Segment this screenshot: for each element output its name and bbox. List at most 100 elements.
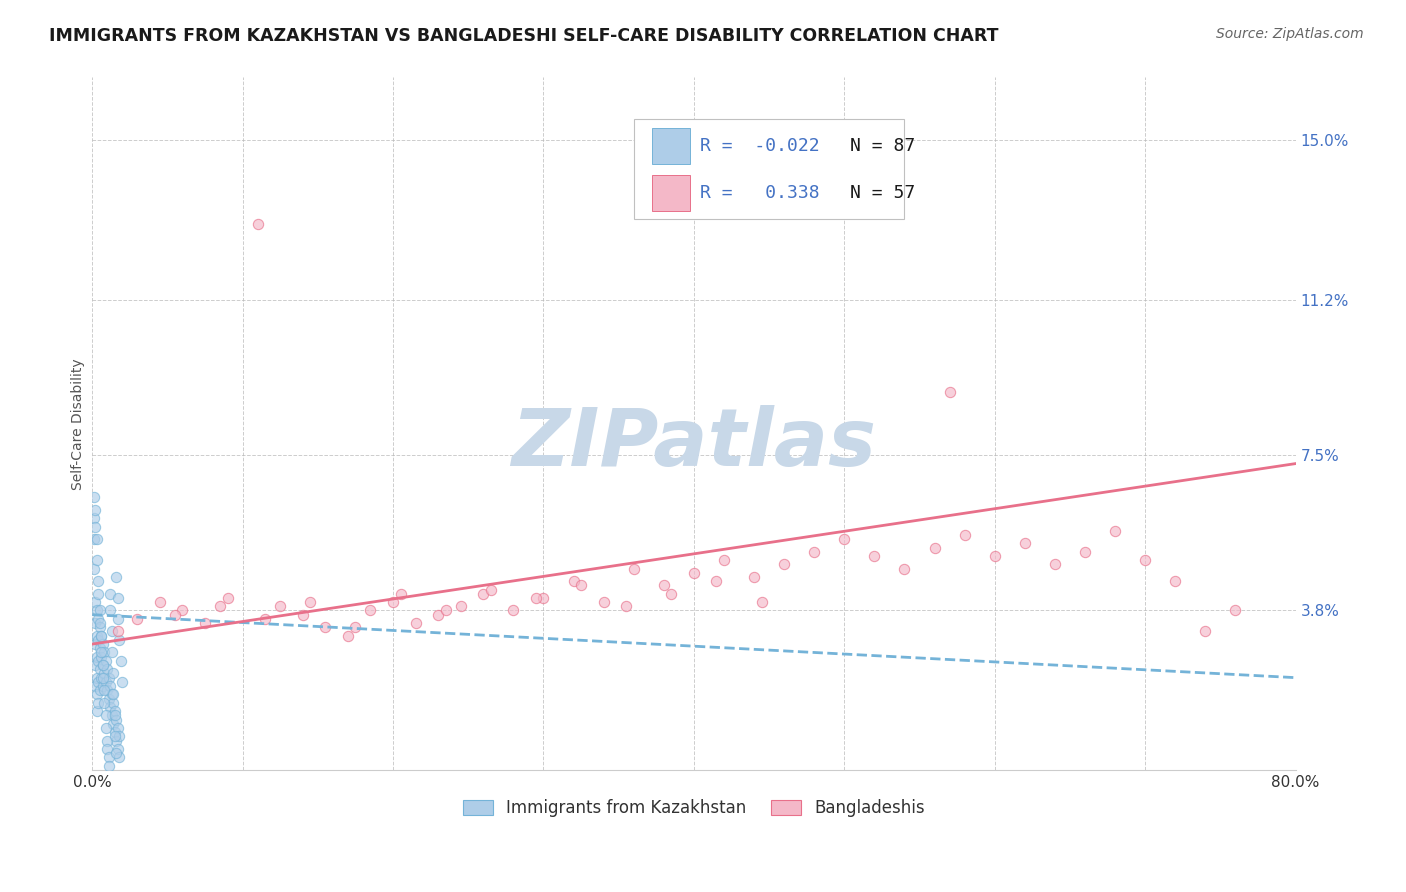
Text: R =   0.338: R = 0.338 (700, 184, 820, 202)
Point (209, 599, 232, 614)
Point (194, 616, 217, 631)
Point (269, 599, 291, 614)
Point (83, 561, 105, 575)
Point (94, 674, 117, 689)
Text: Source: ZipAtlas.com: Source: ZipAtlas.com (1216, 27, 1364, 41)
Point (86, 553, 108, 567)
Point (105, 713, 128, 727)
Point (89, 603, 111, 617)
Point (713, 553, 735, 567)
Point (100, 624, 122, 639)
Point (89, 641, 111, 656)
Point (291, 607, 314, 622)
Point (472, 587, 495, 601)
Point (97, 671, 120, 685)
Point (803, 545, 825, 559)
Point (614, 599, 637, 614)
Point (479, 582, 502, 597)
Point (104, 708, 127, 723)
Point (97, 691, 120, 706)
Point (623, 561, 645, 575)
Point (427, 607, 450, 622)
Legend: Immigrants from Kazakhstan, Bangladeshis: Immigrants from Kazakhstan, Bangladeshis (456, 793, 932, 824)
Point (314, 620, 336, 634)
Point (87, 674, 110, 689)
FancyBboxPatch shape (652, 128, 690, 164)
Point (93, 666, 115, 681)
Point (107, 624, 129, 639)
Point (389, 587, 412, 601)
Point (105, 570, 128, 584)
Point (83, 511, 105, 525)
Point (569, 578, 592, 592)
Point (110, 654, 132, 668)
Point (652, 578, 675, 592)
Point (1225, 603, 1247, 617)
Point (84, 679, 107, 693)
Point (98, 679, 121, 693)
Point (86, 532, 108, 546)
Point (83, 490, 105, 504)
Point (983, 549, 1005, 563)
Point (104, 725, 127, 739)
Point (1104, 524, 1126, 538)
Point (1133, 553, 1156, 567)
Point (359, 603, 381, 617)
Point (87, 612, 110, 626)
Point (98, 603, 121, 617)
Point (89, 662, 111, 676)
Point (1194, 624, 1216, 639)
Point (683, 566, 706, 580)
Point (659, 587, 682, 601)
Point (89, 620, 111, 634)
Point (405, 616, 427, 631)
Y-axis label: Self-Care Disability: Self-Care Disability (72, 358, 86, 490)
Point (336, 629, 359, 643)
Point (103, 696, 125, 710)
Point (592, 595, 614, 609)
Point (246, 218, 269, 232)
Point (1014, 536, 1036, 550)
Point (299, 595, 322, 609)
Point (96, 662, 118, 676)
Point (111, 674, 134, 689)
Point (84, 658, 107, 673)
Point (127, 612, 149, 626)
Point (84, 616, 107, 631)
Point (84, 519, 107, 533)
Point (108, 750, 131, 764)
Point (217, 591, 239, 605)
Point (893, 561, 915, 575)
Point (104, 704, 127, 718)
Point (103, 666, 125, 681)
Point (97, 750, 120, 764)
Point (93, 696, 115, 710)
Point (93, 645, 115, 659)
Point (94, 654, 117, 668)
Point (90, 629, 112, 643)
Point (100, 708, 122, 723)
Point (90, 649, 112, 664)
Point (84, 637, 107, 651)
FancyBboxPatch shape (634, 119, 904, 219)
Point (100, 645, 122, 659)
Point (91, 679, 114, 693)
Point (96, 683, 118, 698)
Point (108, 632, 131, 647)
Point (91, 637, 114, 651)
Point (450, 599, 472, 614)
Point (434, 603, 457, 617)
Point (172, 603, 194, 617)
Point (86, 704, 108, 718)
Point (938, 385, 960, 400)
Text: ZIPatlas: ZIPatlas (512, 406, 876, 483)
Point (91, 658, 114, 673)
Point (86, 603, 108, 617)
Point (103, 688, 125, 702)
Point (87, 654, 110, 668)
Point (524, 591, 547, 605)
Point (105, 746, 128, 760)
Point (98, 587, 121, 601)
Point (1043, 558, 1066, 572)
Point (107, 742, 129, 756)
